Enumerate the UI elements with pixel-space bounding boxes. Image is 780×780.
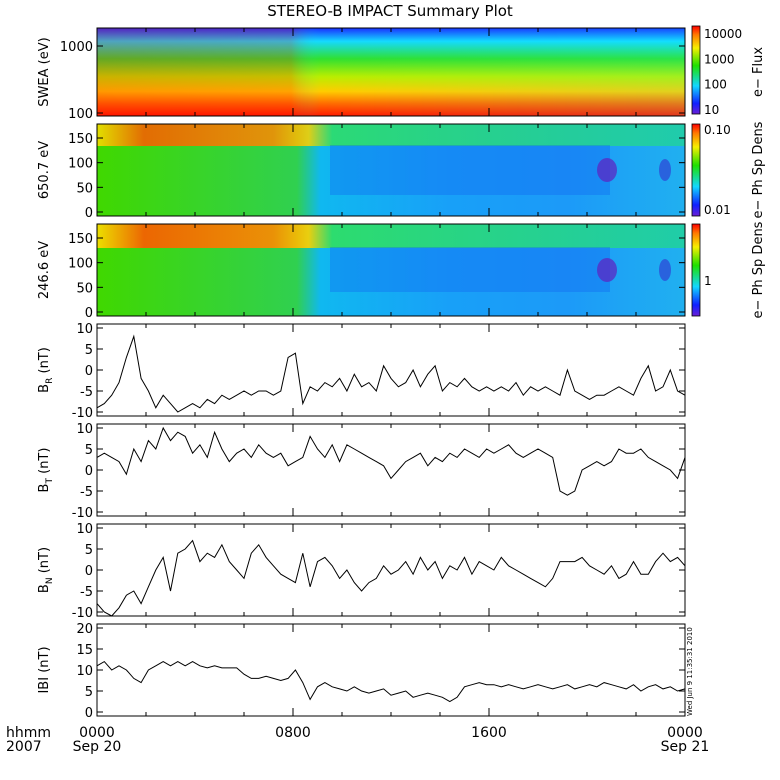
y-tick-label: -5 [80, 485, 93, 500]
y-tick-label: 5 [85, 443, 93, 458]
colorbar-tick-label: 1000 [704, 52, 735, 66]
colorbar-label: e− Ph Sp Dens [751, 221, 766, 318]
colorbar-tick-label: 10 [704, 103, 719, 117]
y-tick-label: 150 [68, 232, 93, 247]
br-panel-frame [96, 323, 686, 417]
colorbar-label: e− Flux [751, 47, 766, 97]
y-axis-label: 246.6 eV [37, 241, 52, 299]
year-label: 2007 [6, 739, 42, 755]
y-tick-label: 0 [85, 706, 93, 721]
y-tick-label: -5 [80, 585, 93, 600]
y-axis-label: BT (nT) [37, 448, 55, 493]
series-line [96, 660, 686, 703]
y-tick-label: 10 [76, 422, 93, 437]
bmag-panel-frame [96, 623, 686, 717]
y-tick-label: 100 [68, 107, 93, 122]
y-tick-label: 0 [85, 206, 93, 221]
x-tick-label: 0000 [667, 725, 703, 741]
pad-650-panel [96, 123, 686, 217]
x-tick-label: 0800 [275, 725, 311, 741]
y-tick-label: 0 [85, 464, 93, 479]
plot-title: STEREO-B IMPACT Summary Plot [267, 2, 513, 20]
y-tick-label: 1000 [60, 40, 93, 55]
y-axis-label: IBI (nT) [37, 646, 52, 693]
y-tick-label: -10 [72, 406, 93, 421]
colorbar-tick-label: 1 [704, 274, 712, 288]
colorbar-pad-246 [691, 223, 701, 317]
series-line [96, 426, 686, 496]
colorbar-pad-650 [691, 123, 701, 217]
colorbar-tick-label: 0.01 [704, 203, 731, 217]
x-tick-date-label: Sep 20 [73, 739, 122, 755]
y-tick-label: 20 [76, 622, 93, 637]
y-tick-label: 10 [76, 522, 93, 537]
x-tick-date-label: Sep 21 [661, 739, 710, 755]
y-tick-label: 15 [76, 643, 93, 658]
y-axis-label: BR (nT) [37, 347, 55, 393]
y-tick-label: 150 [68, 132, 93, 147]
y-axis-label: 650.7 eV [37, 141, 52, 199]
y-tick-label: 0 [85, 564, 93, 579]
colorbar-tick-label: 100 [704, 78, 727, 92]
hhmm-label: hhmm [6, 725, 51, 741]
colorbar-tick-label: 10000 [704, 27, 742, 41]
x-tick-label: 0000 [79, 725, 115, 741]
series-line [96, 539, 686, 617]
y-tick-label: 0 [85, 306, 93, 321]
y-tick-label: 5 [85, 543, 93, 558]
y-tick-label: 0 [85, 364, 93, 379]
pad-246-panel [96, 223, 686, 317]
y-axis-label: SWEA (eV) [37, 37, 52, 106]
colorbar-label: e− Ph Sp Dens [751, 121, 766, 218]
colorbar-flux [691, 25, 701, 115]
x-tick-label: 1600 [471, 725, 507, 741]
y-tick-label: 50 [76, 181, 93, 196]
colorbar-tick-label: 0.10 [704, 123, 731, 137]
y-tick-label: 5 [85, 685, 93, 700]
y-tick-label: -5 [80, 385, 93, 400]
y-tick-label: 50 [76, 281, 93, 296]
y-tick-label: -10 [72, 606, 93, 621]
y-tick-label: 10 [76, 664, 93, 679]
swea-panel [96, 27, 686, 117]
y-tick-label: 10 [76, 322, 93, 337]
y-axis-label: BN (nT) [37, 547, 55, 593]
y-tick-label: 5 [85, 343, 93, 358]
timestamp-stamp: Wed Jun 9 11:35:31 2010 [686, 627, 694, 716]
y-tick-label: 100 [68, 157, 93, 172]
y-tick-label: -10 [72, 506, 93, 521]
series-line [96, 334, 686, 413]
y-tick-label: 100 [68, 257, 93, 272]
bt-panel-frame [96, 423, 686, 517]
